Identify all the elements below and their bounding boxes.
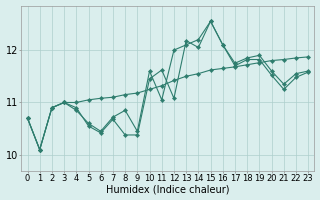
X-axis label: Humidex (Indice chaleur): Humidex (Indice chaleur) <box>106 184 230 194</box>
